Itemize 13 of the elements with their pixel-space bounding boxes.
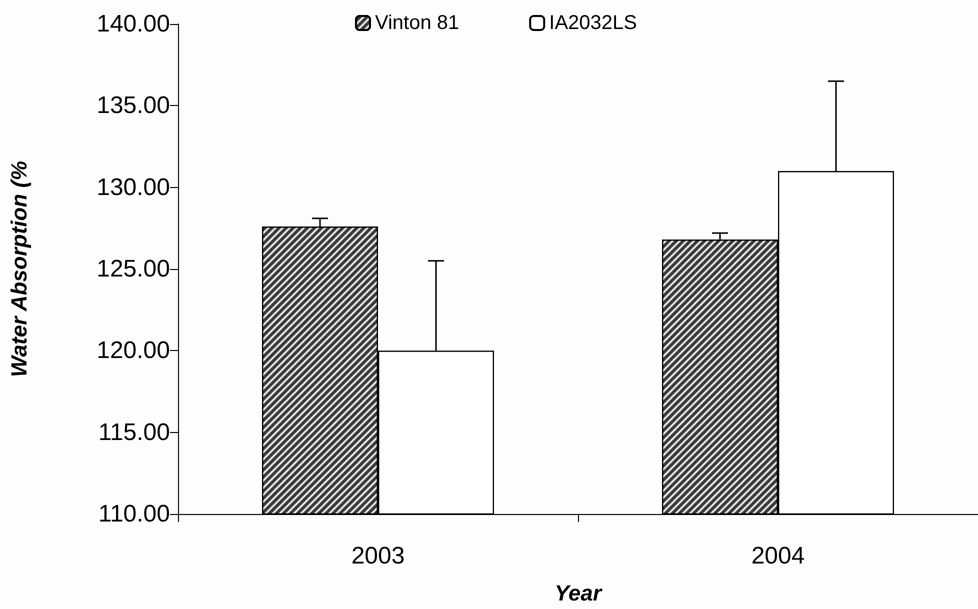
y-tick-label: 120.00: [96, 337, 170, 364]
x-tick-label: 2003: [351, 542, 405, 570]
y-axis-title: Water Absorption (%: [6, 160, 32, 378]
y-tick-label: 140.00: [96, 10, 170, 38]
y-tick-label: 125.00: [96, 256, 170, 282]
y-tick-label: 115.00: [98, 418, 170, 446]
y-tick-label: 135.00: [96, 92, 170, 120]
legend-label: IA2032LS: [549, 12, 638, 34]
x-tick-label: 2004: [751, 542, 805, 570]
x-axis-title: Year: [554, 580, 603, 606]
legend-label: Vinton 81: [375, 12, 460, 34]
y-tick-label: 110.00: [98, 500, 170, 528]
y-tick-label: 130.00: [96, 174, 170, 201]
